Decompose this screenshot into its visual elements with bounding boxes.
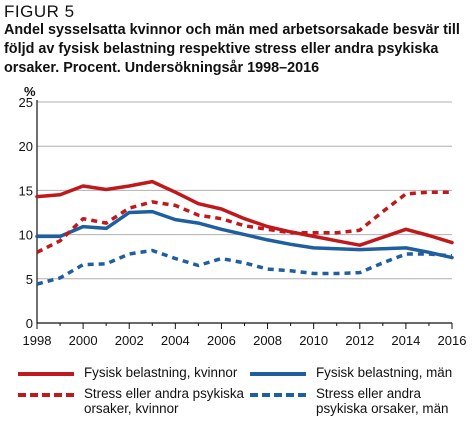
x-tick-label: 1998	[23, 333, 52, 348]
x-axis: 1998 2000 2002 2004 2006 2008 2010 2012 2014 2016	[23, 100, 467, 348]
y-tick-label: 10	[19, 228, 33, 243]
x-tick-label: 2004	[161, 333, 190, 348]
x-tick-label: 2016	[438, 333, 467, 348]
x-tick-label: 2010	[299, 333, 328, 348]
gridlines	[37, 101, 452, 280]
series-line-0	[35, 179, 454, 247]
x-tick-label: 2002	[115, 333, 144, 348]
figure-title: Andel sysselsatta kvinnor och män med ar…	[4, 22, 460, 76]
y-axis-ticks: 0 5 10 15 20 25	[19, 95, 33, 331]
series-lines	[35, 179, 454, 286]
x-tick-label: 2006	[207, 333, 236, 348]
y-axis-unit-label: %	[24, 84, 36, 99]
y-tick-label: 15	[19, 183, 33, 198]
series-line-1	[35, 209, 454, 260]
x-tick-label: 2012	[345, 333, 374, 348]
y-tick-label: 25	[19, 95, 33, 110]
x-tick-label: 2000	[69, 333, 98, 348]
y-tick-label: 20	[19, 139, 33, 154]
figure-label: FIGUR 5	[4, 2, 75, 21]
y-tick-label: 5	[26, 272, 33, 287]
x-tick-label: 2008	[253, 333, 282, 348]
y-tick-label: 0	[26, 316, 33, 331]
series-line-2	[36, 190, 452, 254]
x-tick-label: 2014	[391, 333, 420, 348]
